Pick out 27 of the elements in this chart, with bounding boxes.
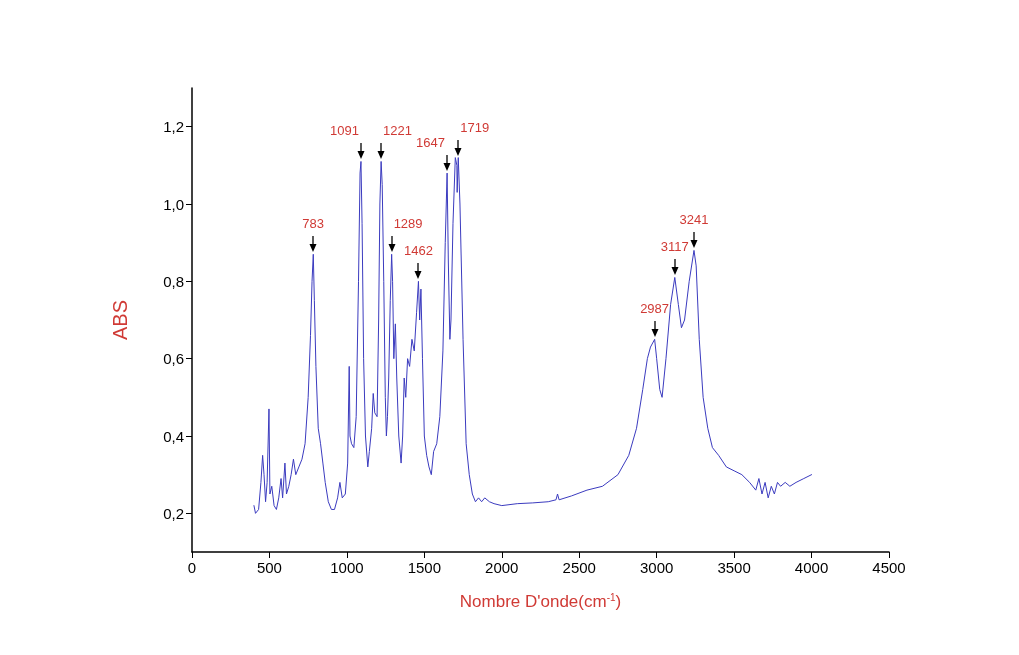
x-tick-label: 500: [256, 559, 282, 576]
y-axis-title: ABS: [109, 299, 131, 341]
x-tick-label: 2000: [485, 559, 519, 576]
annotation: 783: [302, 216, 324, 232]
x-tick-label: 3500: [717, 559, 751, 576]
x-tick-label: 1500: [407, 559, 442, 576]
annotation: 1091: [329, 123, 359, 139]
x-tick-label: 3000: [639, 559, 674, 576]
annotation: 2987: [640, 301, 670, 317]
x-tick-label: 4500: [872, 559, 906, 576]
annotation: 1289: [393, 216, 423, 232]
x-tick-label: 2500: [562, 559, 596, 576]
annotation: 1719: [460, 119, 490, 135]
annotation: 3241: [679, 212, 709, 228]
y-tick-label: 0,2: [163, 504, 184, 522]
annotation: 3117: [660, 239, 689, 255]
annotation: 1462: [403, 243, 433, 259]
y-tick-label: 0,6: [163, 350, 184, 368]
y-tick-label: 1,0: [163, 195, 184, 213]
x-tick-label: 1000: [330, 559, 364, 576]
y-tick-label: 0,8: [163, 272, 184, 290]
y-tick-label: 0,4: [163, 427, 184, 445]
annotation: 1647: [416, 135, 446, 151]
annotation: 1221: [383, 123, 413, 139]
y-tick-label: 1,2: [163, 118, 184, 136]
x-tick-label: 0: [187, 559, 197, 576]
x-tick-label: 4000: [794, 559, 829, 576]
